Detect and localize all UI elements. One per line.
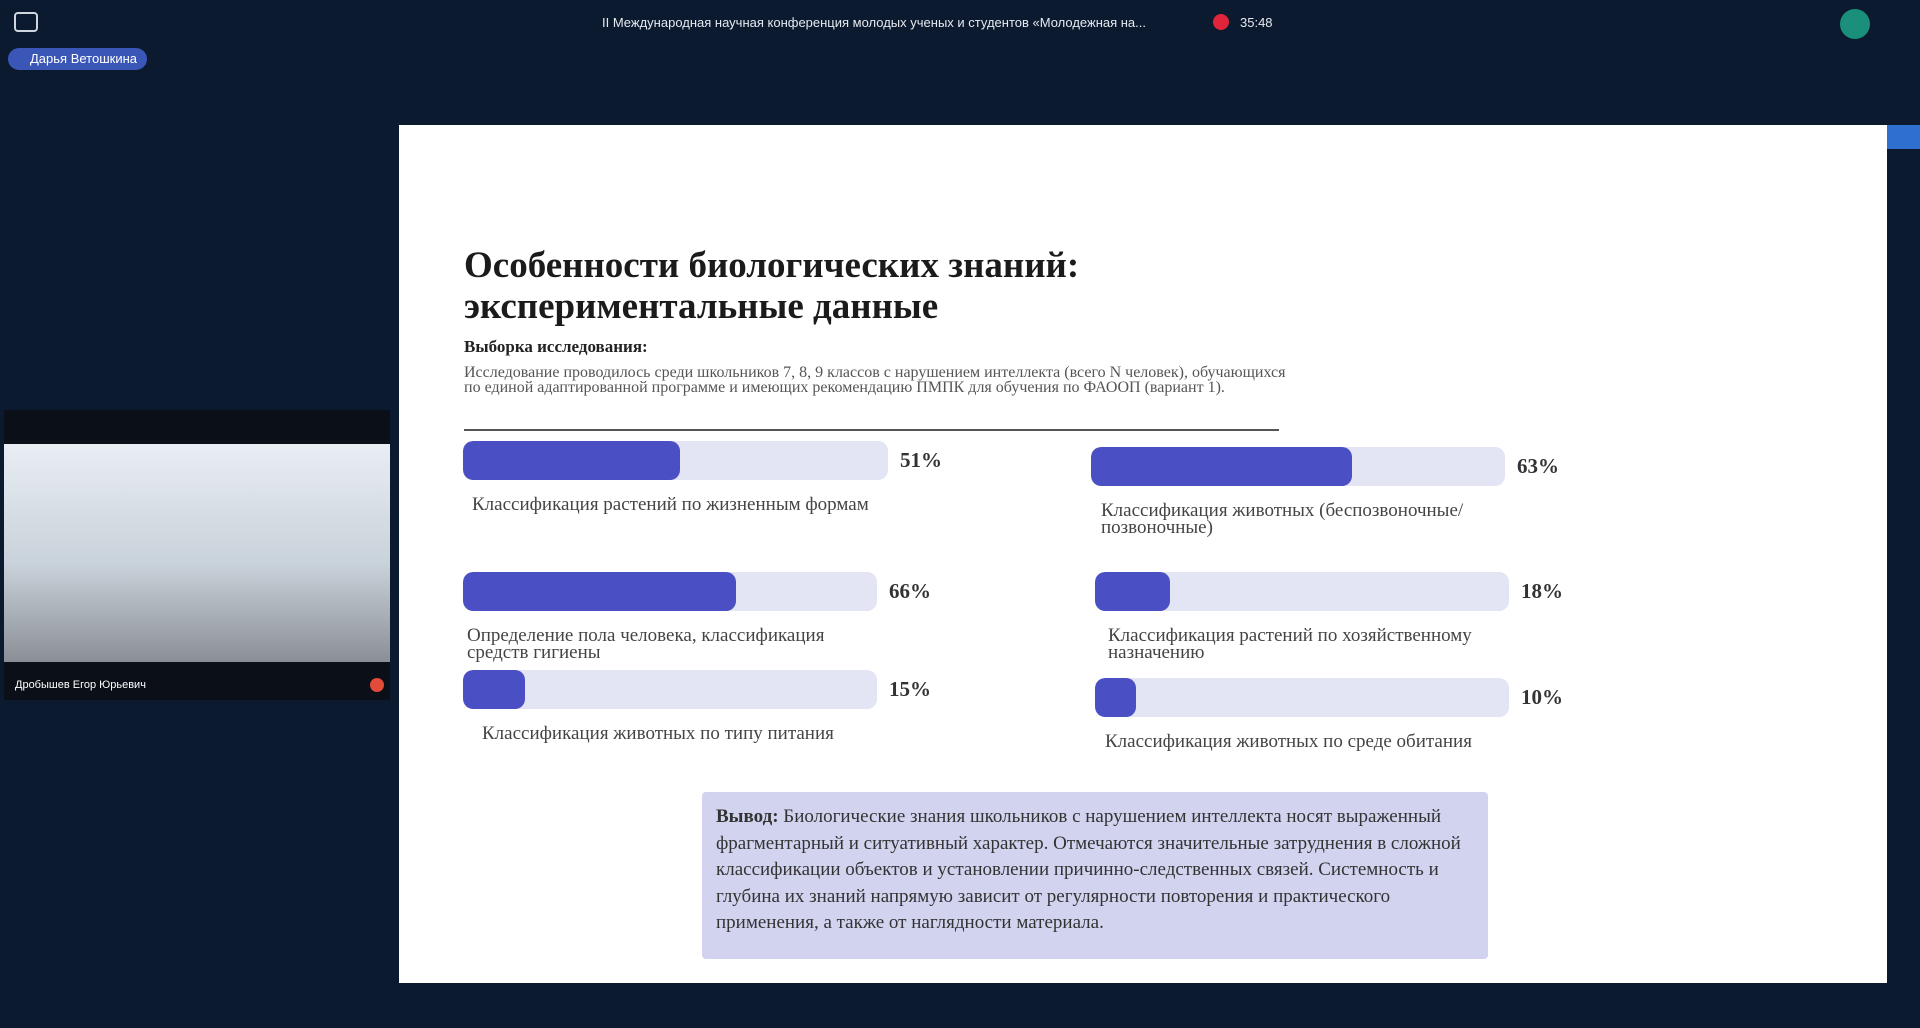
conclusion-text: Биологические знания школьников с наруше…	[716, 806, 1461, 933]
percent-label: 10%	[1521, 685, 1563, 709]
slide: Особенности биологических знаний: экспери…	[399, 125, 1887, 983]
progress-track	[463, 670, 877, 709]
percent-label: 66%	[889, 579, 931, 603]
sample-heading: Выборка исследования:	[464, 337, 648, 356]
bar-label: Классификация растений по жизненным форм…	[472, 494, 869, 515]
bar-label: Классификация животных по среде обитания	[1105, 731, 1472, 752]
progress-track	[1095, 572, 1509, 611]
divider	[464, 429, 1279, 431]
percent-label: 63%	[1517, 454, 1559, 478]
title-line: Особенности биологических знаний:	[464, 245, 1080, 286]
percent-label: 15%	[889, 677, 931, 701]
progress-track	[463, 441, 888, 480]
bar-label: Классификация растений по хозяйственному…	[1108, 625, 1472, 663]
progress-fill	[1091, 447, 1352, 486]
progress-track	[1095, 678, 1509, 717]
video-feed	[4, 444, 390, 662]
mic-muted-icon	[370, 678, 384, 692]
conclusion-box: Вывод: Биологические знания школьников с…	[702, 792, 1488, 959]
participant-name: Дробышев Егор Юрьевич	[15, 679, 146, 691]
signal-icon[interactable]	[1840, 9, 1870, 39]
conclusion-heading: Вывод:	[716, 806, 779, 827]
progress-fill	[1095, 572, 1170, 611]
video-tile: Дробышев Егор Юрьевич	[4, 410, 390, 700]
percent-label: 18%	[1521, 579, 1563, 603]
collapse-button[interactable]	[1887, 125, 1920, 149]
title-line: экспериментальные данные	[464, 286, 939, 327]
progress-track	[1091, 447, 1505, 486]
bar-label: Определение пола человека, классификация…	[467, 625, 825, 663]
bar-label: Классификация животных по типу питания	[482, 723, 834, 744]
sample-text: Исследование проводилось среди школьнико…	[464, 364, 1286, 396]
record-indicator	[1213, 14, 1229, 30]
progress-fill	[463, 670, 526, 709]
progress-fill	[1095, 678, 1137, 717]
timer: 35:48	[1240, 15, 1273, 30]
progress-track	[463, 572, 877, 611]
bar-label: Классификация животных (беспозвоночные/п…	[1101, 500, 1464, 538]
participants-icon[interactable]	[14, 12, 38, 32]
progress-fill	[463, 572, 737, 611]
percent-label: 51%	[900, 448, 942, 472]
speaker-badge: Дарья Ветошкина	[8, 48, 147, 70]
slide-title: Особенности биологических знаний: экспери…	[464, 245, 1079, 327]
conference-title: II Международная научная конференция мол…	[602, 15, 1146, 30]
progress-fill	[463, 441, 680, 480]
